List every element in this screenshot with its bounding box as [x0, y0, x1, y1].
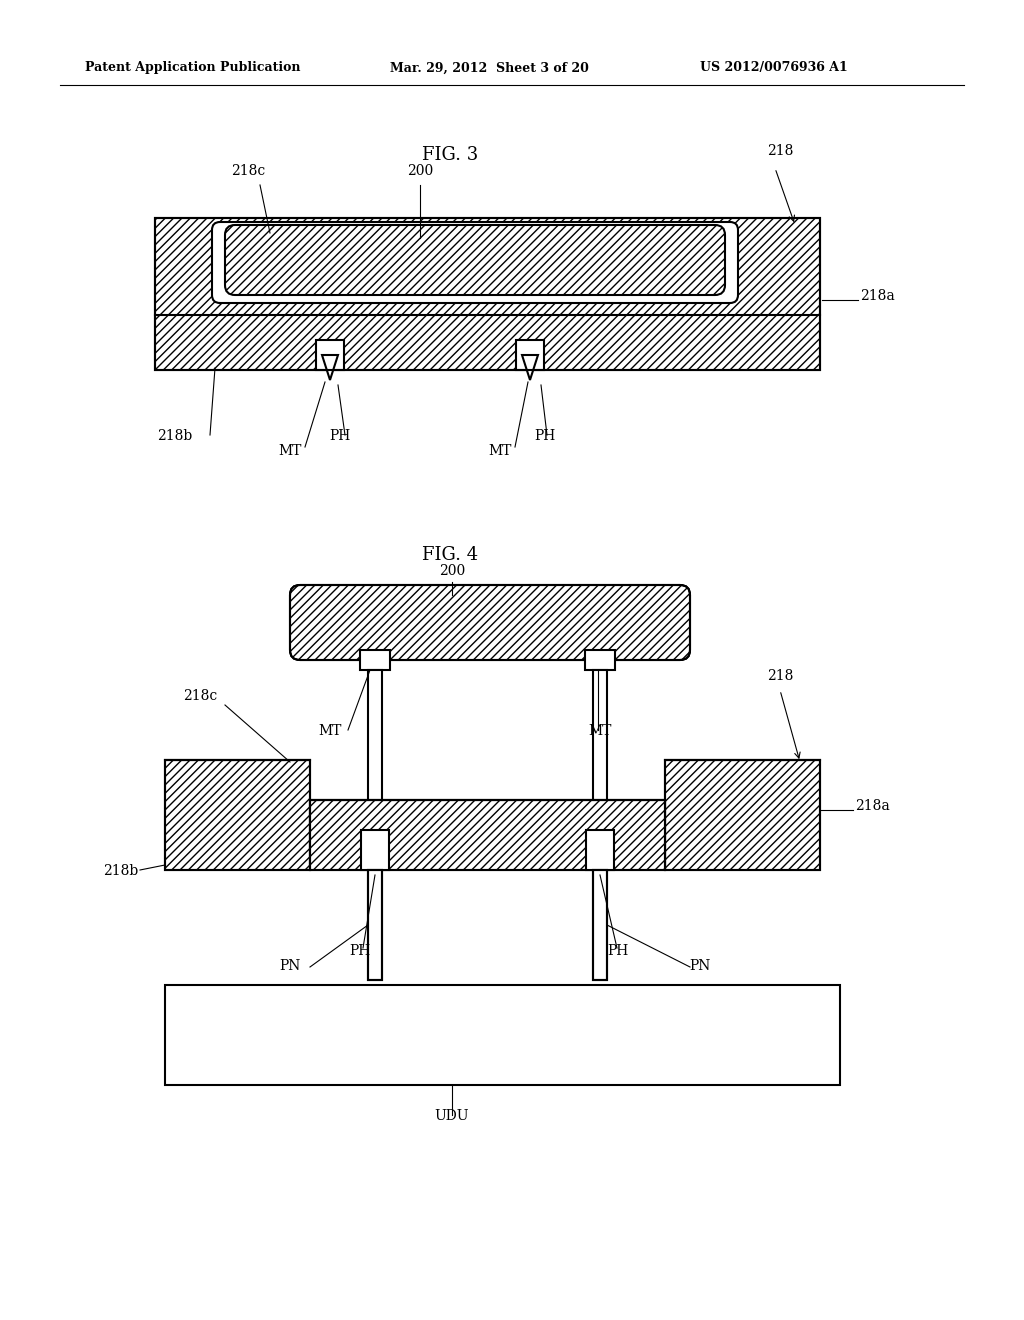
Text: 218: 218	[767, 144, 794, 158]
Bar	[155, 218, 820, 370]
Polygon shape	[322, 355, 338, 380]
Text: 218c: 218c	[183, 689, 217, 704]
Text: 200: 200	[439, 564, 465, 578]
Bar	[165, 760, 310, 870]
Text: MT: MT	[488, 444, 512, 458]
Bar	[593, 671, 607, 870]
Bar	[316, 341, 344, 370]
Text: 218a: 218a	[855, 799, 890, 813]
Polygon shape	[522, 355, 538, 380]
FancyBboxPatch shape	[290, 585, 690, 660]
Bar	[516, 341, 544, 370]
Bar	[155, 218, 820, 370]
Text: PN: PN	[280, 960, 301, 973]
Bar	[360, 649, 390, 671]
Text: FIG. 4: FIG. 4	[422, 546, 478, 564]
Text: MT: MT	[318, 723, 342, 738]
Bar	[665, 760, 820, 870]
Bar	[368, 671, 382, 870]
Text: UDU: UDU	[435, 1109, 469, 1123]
Bar	[310, 800, 665, 870]
Bar	[368, 870, 382, 979]
Text: 218c: 218c	[230, 164, 265, 178]
FancyBboxPatch shape	[212, 222, 738, 304]
Text: FIG. 3: FIG. 3	[422, 147, 478, 164]
Bar	[593, 870, 607, 979]
Bar	[586, 830, 614, 870]
Bar	[310, 800, 665, 870]
Bar	[361, 830, 389, 870]
Text: 218a: 218a	[860, 289, 895, 304]
Text: 218b: 218b	[158, 429, 193, 444]
Text: MT: MT	[589, 723, 611, 738]
Bar	[310, 800, 665, 870]
Text: 200: 200	[407, 164, 433, 178]
Text: PN: PN	[689, 960, 711, 973]
Text: Mar. 29, 2012  Sheet 3 of 20: Mar. 29, 2012 Sheet 3 of 20	[390, 62, 589, 74]
Bar	[593, 870, 607, 979]
Bar	[368, 870, 382, 979]
Bar	[585, 649, 615, 671]
Text: PH: PH	[535, 429, 556, 444]
Bar	[165, 760, 310, 870]
Bar	[155, 218, 820, 370]
Bar	[165, 985, 840, 1085]
Text: PH: PH	[330, 429, 350, 444]
Text: 218: 218	[767, 669, 794, 682]
Bar	[665, 760, 820, 870]
Bar	[665, 760, 820, 870]
Bar	[165, 760, 310, 870]
Text: Patent Application Publication: Patent Application Publication	[85, 62, 300, 74]
Text: PH: PH	[607, 944, 629, 958]
Text: US 2012/0076936 A1: US 2012/0076936 A1	[700, 62, 848, 74]
Text: PH: PH	[349, 944, 371, 958]
Text: MT: MT	[279, 444, 302, 458]
Text: 218b: 218b	[102, 865, 138, 878]
